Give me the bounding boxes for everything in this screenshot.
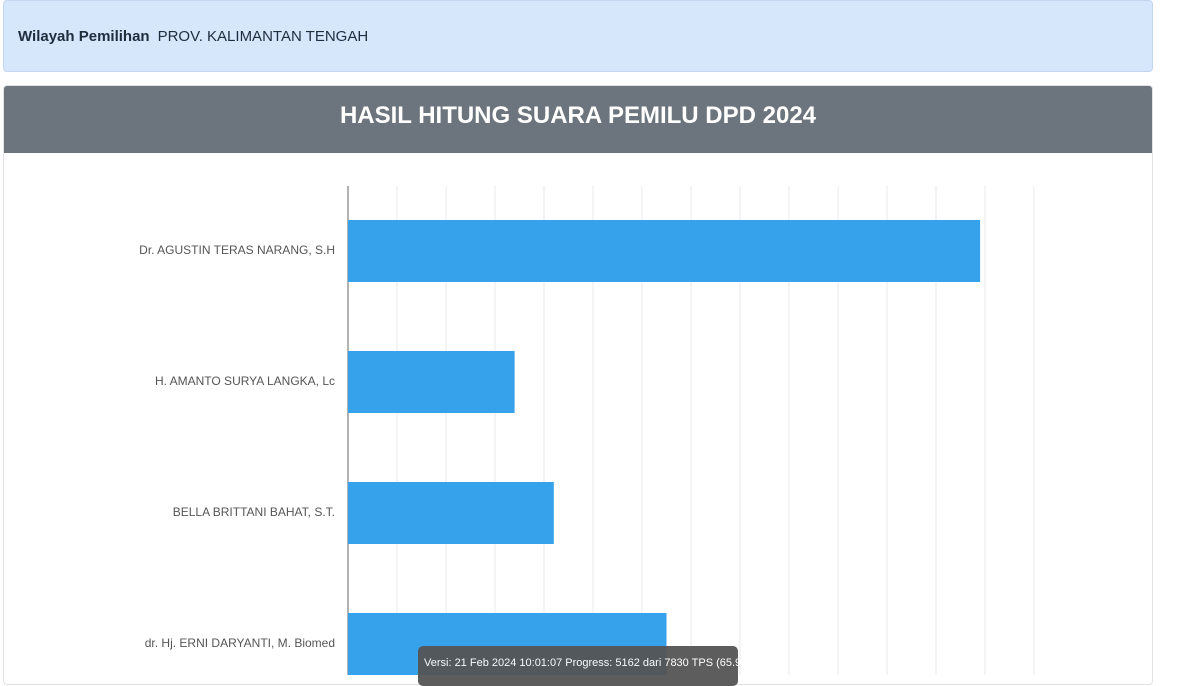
category-label: H. AMANTO SURYA LANGKA, Lc <box>155 374 335 388</box>
chart-title: HASIL HITUNG SUARA PEMILU DPD 2024 <box>4 86 1152 153</box>
region-value: PROV. KALIMANTAN TENGAH <box>157 28 369 45</box>
category-label: BELLA BRITTANI BAHAT, S.T. <box>173 505 335 519</box>
bar <box>348 482 554 544</box>
category-label: dr. Hj. ERNI DARYANTI, M. Biomed <box>145 636 335 650</box>
region-label: Wilayah Pemilihan <box>18 28 150 45</box>
bar <box>348 351 515 413</box>
chart-panel: HASIL HITUNG SUARA PEMILU DPD 2024 <box>3 85 1153 685</box>
tooltip: Versi: 21 Feb 2024 10:01:07 Progress: 51… <box>418 646 761 686</box>
category-label: Dr. AGUSTIN TERAS NARANG, S.H <box>139 243 335 257</box>
region-header: Wilayah Pemilihan PROV. KALIMANTAN TENGAH <box>3 0 1153 72</box>
bar <box>348 220 981 282</box>
